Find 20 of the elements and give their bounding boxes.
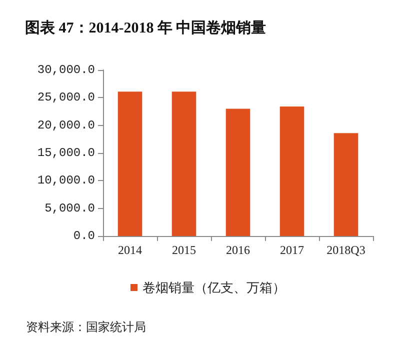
x-tick-label: 2018Q3 bbox=[326, 243, 366, 257]
x-tick-label: 2014 bbox=[118, 243, 142, 257]
y-tick-label: 30,000.0 bbox=[37, 63, 95, 77]
y-tick-label: 5,000.0 bbox=[44, 201, 95, 216]
x-tick-label: 2016 bbox=[226, 243, 250, 257]
x-tick-label: 2017 bbox=[280, 243, 304, 257]
bar bbox=[172, 92, 196, 236]
x-tick-label: 2015 bbox=[172, 243, 196, 257]
chart-title: 图表 47：2014-2018 年 中国卷烟销量 bbox=[25, 20, 266, 36]
bar bbox=[118, 92, 142, 236]
y-tick-label: 15,000.0 bbox=[37, 146, 95, 160]
y-tick-label: 25,000.0 bbox=[37, 90, 95, 105]
y-tick-label: 20,000.0 bbox=[37, 118, 95, 132]
text: 资料来源：国家统计局 bbox=[26, 320, 146, 334]
y-tick-label: 0.0 bbox=[73, 229, 95, 243]
legend-label: 卷烟销量（亿支、万箱） bbox=[142, 280, 286, 295]
bar bbox=[280, 106, 304, 236]
y-tick-label: 10,000.0 bbox=[37, 174, 95, 188]
bar bbox=[226, 108, 250, 236]
bar bbox=[334, 133, 358, 236]
